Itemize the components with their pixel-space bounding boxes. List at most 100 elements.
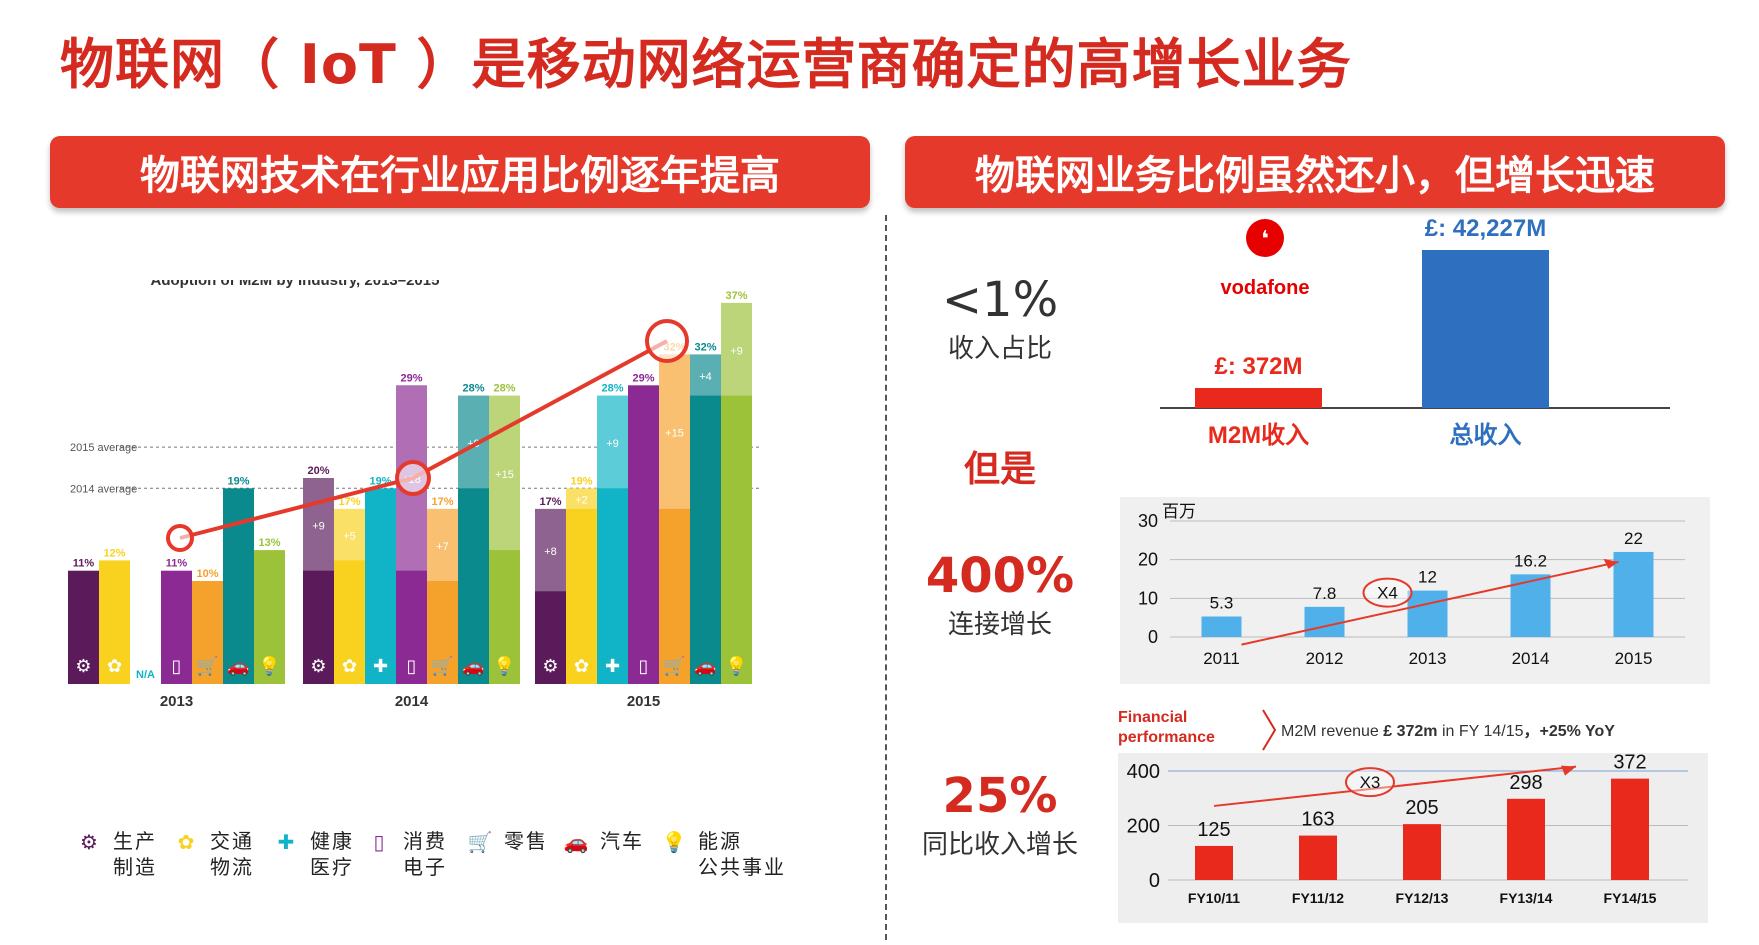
bar [303, 478, 334, 684]
stat-but-value: 但是 [963, 449, 1036, 490]
legend-label: 消费 电子 [403, 829, 447, 879]
bulb-icon: 💡 [661, 830, 687, 854]
bar [1613, 551, 1654, 637]
x-tick-label: 2011 [1203, 649, 1240, 668]
data-label: 22 [1624, 529, 1643, 548]
bar-increment [566, 488, 597, 509]
legend-label: 零售 [504, 829, 548, 853]
data-label: 19% [570, 475, 592, 487]
data-label: 28% [493, 383, 515, 395]
logistics-icon: ✿ [177, 830, 195, 854]
increment-label: +9 [730, 345, 743, 357]
header-text-part: £ 372m [1383, 723, 1437, 740]
vodafone-brand: vodafone [1221, 277, 1310, 299]
arrow-head [1603, 558, 1619, 569]
y-tick-label: 0 [1148, 627, 1158, 647]
connections-chart: 0 10 20 30 百万 5.3 2011 7.8 2012 12 2013 16.2 2014 22 2… [1120, 497, 1710, 684]
bar-increment [659, 354, 690, 509]
increment-label: +15 [665, 428, 684, 440]
arrow-head [1561, 765, 1576, 776]
bar-icon: ✚ [373, 656, 388, 676]
stat-share-label: 收入占比 [947, 334, 1052, 364]
y-tick-label: 400 [1127, 761, 1160, 783]
x-tick-label: 2014 [395, 693, 429, 710]
y-tick-label: 200 [1127, 816, 1160, 838]
financial-chart: Financial performance M2M revenue £ 372m i… [1118, 709, 1708, 923]
bar [628, 385, 659, 684]
financial-header-right: M2M revenue £ 372m in FY 14/15，+25% YoY [1281, 723, 1615, 740]
chart-background [1120, 497, 1710, 684]
stat-yoy-value: 25% [942, 768, 1058, 824]
bar-icon: 🛒 [196, 655, 218, 676]
bar [1407, 590, 1448, 637]
trend-arrow [1241, 560, 1619, 646]
bar-increment [334, 508, 365, 561]
bar-icon: 💡 [258, 655, 280, 676]
stat-share: <1% 收入占比 [900, 272, 1100, 365]
x-tick-label: 2013 [1409, 649, 1447, 668]
data-label: 17% [539, 496, 561, 508]
na-label: N/A [136, 669, 155, 681]
bar-icon: ✿ [107, 656, 122, 676]
x-tick-label: 2013 [160, 693, 193, 710]
data-label: 29% [400, 372, 422, 384]
bar-icon: ⚙ [310, 656, 326, 676]
bar [427, 508, 458, 684]
bar-icon: 🚗 [227, 656, 249, 676]
x-tick-label: FY14/15 [1604, 890, 1657, 906]
increment-label: +9 [606, 438, 619, 450]
data-label: 19% [227, 475, 249, 487]
legend-label: 生产 制造 [113, 829, 157, 879]
bar-icon: ▯ [172, 656, 182, 676]
x-tick-label: FY12/13 [1396, 890, 1449, 906]
chart-title: Adoption of M2M by Industry, 2013–2015 [151, 280, 440, 289]
data-label: 13% [258, 537, 280, 549]
increment-label: +5 [343, 531, 356, 543]
bar [535, 508, 566, 684]
data-label: 11% [73, 558, 95, 570]
bar-icon: ✿ [574, 656, 589, 676]
bar [489, 395, 520, 684]
y-tick-label: 20 [1138, 550, 1158, 570]
bar [721, 302, 752, 684]
trend-circle [645, 319, 689, 363]
data-label: 37% [725, 290, 747, 302]
increment-label: +8 [544, 546, 557, 558]
x-tick-label: M2M收入 [1208, 422, 1309, 449]
bar-increment [303, 478, 334, 571]
data-label: 17% [431, 496, 453, 508]
increment-label: +4 [699, 371, 712, 383]
legend-item: 💡 能源 公共事业 [660, 828, 786, 880]
x-tick-label: 总收入 [1450, 421, 1522, 449]
bar [254, 550, 285, 684]
bar-increment [597, 395, 628, 489]
increment-label: +7 [436, 541, 449, 553]
data-label: 205 [1405, 797, 1438, 819]
data-label: 372 [1613, 752, 1646, 774]
data-label: 298 [1509, 772, 1542, 794]
bar [566, 488, 597, 684]
data-label: £: 372M [1214, 353, 1302, 380]
bar [1611, 778, 1649, 880]
data-label: 28% [601, 383, 623, 395]
reference-line-label: 2015 average [70, 442, 137, 454]
legend-item: 🛒 零售 [466, 828, 548, 856]
data-label: 12 [1418, 568, 1437, 587]
stat-but: 但是 [900, 440, 1100, 492]
bar [192, 581, 223, 684]
header-text-part: M2M revenue [1281, 723, 1383, 740]
bar [1195, 388, 1322, 408]
annotation-label: X4 [1377, 584, 1398, 603]
bar [690, 354, 721, 684]
bar [161, 570, 192, 684]
reference-line-label: 2014 average [70, 483, 137, 495]
x-tick-label: FY10/11 [1188, 890, 1240, 906]
data-label: 125 [1197, 819, 1230, 841]
data-label: 32% [694, 341, 716, 353]
y-tick-label: 0 [1149, 870, 1160, 892]
bar-icon: 🚗 [694, 656, 716, 676]
stat-yoy: 25% 同比收入增长 [900, 768, 1100, 861]
m2m-adoption-chart: Adoption of M2M by Industry, 2013–2015 20… [68, 280, 760, 710]
data-label: 10% [196, 568, 218, 580]
x-tick-label: 2012 [1306, 649, 1344, 668]
